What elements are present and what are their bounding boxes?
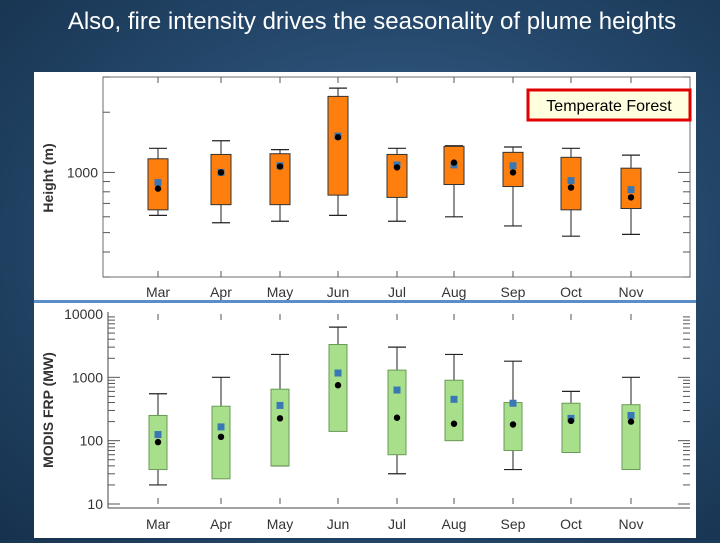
panel-callout: Temperate Forest bbox=[526, 88, 692, 122]
x-tick-label: Jul bbox=[388, 516, 406, 532]
box-may bbox=[269, 153, 291, 206]
x-tick-label: Apr bbox=[210, 284, 232, 300]
median-marker bbox=[509, 421, 517, 428]
mean-marker bbox=[154, 431, 162, 439]
x-tick-label: Nov bbox=[619, 516, 644, 532]
median-marker bbox=[154, 185, 162, 192]
y-tick-label: 100 bbox=[80, 433, 104, 449]
x-tick-label: Oct bbox=[560, 284, 582, 300]
y-tick-label: 1000 bbox=[67, 164, 98, 180]
x-tick-label: Aug bbox=[442, 516, 467, 532]
mean-marker bbox=[627, 186, 635, 194]
x-tick-label: Jun bbox=[327, 516, 350, 532]
median-marker bbox=[334, 134, 342, 141]
median-marker bbox=[450, 420, 458, 427]
x-tick-label: May bbox=[267, 284, 293, 300]
mean-marker bbox=[450, 395, 458, 403]
figure-panel: 1000 Mar Apr May Jun Jul Aug Sep Oct Nov 10 100 100… bbox=[34, 72, 696, 538]
mean-marker bbox=[393, 386, 401, 394]
x-tick-label: May bbox=[267, 516, 293, 532]
mean-marker bbox=[154, 179, 162, 187]
box-apr bbox=[211, 405, 231, 480]
median-marker bbox=[393, 414, 401, 421]
bottom-y-axis-label: MODIS FRP (MW) bbox=[40, 352, 56, 468]
median-marker bbox=[567, 417, 575, 425]
x-tick-label: Jun bbox=[327, 284, 350, 300]
y-tick-label: 1000 bbox=[72, 369, 103, 385]
median-marker bbox=[509, 169, 517, 176]
box-nov bbox=[621, 404, 641, 471]
x-tick-label: Aug bbox=[442, 284, 467, 300]
box-jul bbox=[386, 153, 408, 198]
mean-marker bbox=[627, 411, 635, 419]
median-marker bbox=[154, 438, 162, 446]
callout-text: Temperate Forest bbox=[546, 98, 672, 115]
callout-box bbox=[526, 88, 692, 122]
median-marker bbox=[450, 159, 458, 166]
x-tick-label: Oct bbox=[560, 516, 582, 532]
x-tick-label: Jul bbox=[388, 284, 406, 300]
mean-marker bbox=[567, 177, 575, 185]
mean-marker bbox=[276, 401, 284, 409]
x-tick-label: Sep bbox=[501, 284, 526, 300]
x-tick-label: Mar bbox=[146, 516, 170, 532]
box-aug bbox=[444, 379, 464, 442]
mean-marker bbox=[509, 162, 517, 170]
median-marker bbox=[393, 164, 401, 171]
y-tick-label: 10000 bbox=[64, 306, 103, 322]
x-tick-label: Mar bbox=[146, 284, 170, 300]
median-marker bbox=[627, 194, 635, 201]
median-marker bbox=[334, 382, 342, 389]
median-marker bbox=[217, 433, 225, 441]
median-marker bbox=[217, 169, 225, 176]
box-jun bbox=[327, 95, 349, 196]
x-tick-label: Apr bbox=[210, 516, 232, 532]
y-tick-label: 10 bbox=[87, 496, 103, 512]
median-marker bbox=[627, 418, 635, 425]
x-tick-label: Nov bbox=[619, 284, 644, 300]
median-marker bbox=[567, 184, 575, 191]
chart-svg: 1000 Mar Apr May Jun Jul Aug Sep Oct Nov 10 100 100… bbox=[34, 76, 696, 532]
box-oct bbox=[561, 402, 581, 454]
mean-marker bbox=[509, 399, 517, 407]
x-tick-label: Sep bbox=[501, 516, 526, 532]
box-apr bbox=[210, 153, 232, 206]
median-marker bbox=[276, 163, 284, 170]
top-y-axis-label: Height (m) bbox=[40, 143, 56, 212]
slide-title: Also, fire intensity drives the seasonal… bbox=[67, 8, 677, 35]
median-marker bbox=[276, 415, 284, 422]
bottom-plot-layer: 10 100 1000 10000 Mar Apr May Jun Jul Aug Sep Oct No… bbox=[64, 306, 690, 532]
mean-marker bbox=[217, 423, 225, 431]
box-may bbox=[270, 388, 290, 467]
panel-divider bbox=[34, 300, 696, 303]
box-jul bbox=[387, 369, 407, 456]
mean-marker bbox=[334, 369, 342, 377]
top-plot-layer: 1000 Mar Apr May Jun Jul Aug Sep Oct Nov bbox=[67, 76, 690, 300]
